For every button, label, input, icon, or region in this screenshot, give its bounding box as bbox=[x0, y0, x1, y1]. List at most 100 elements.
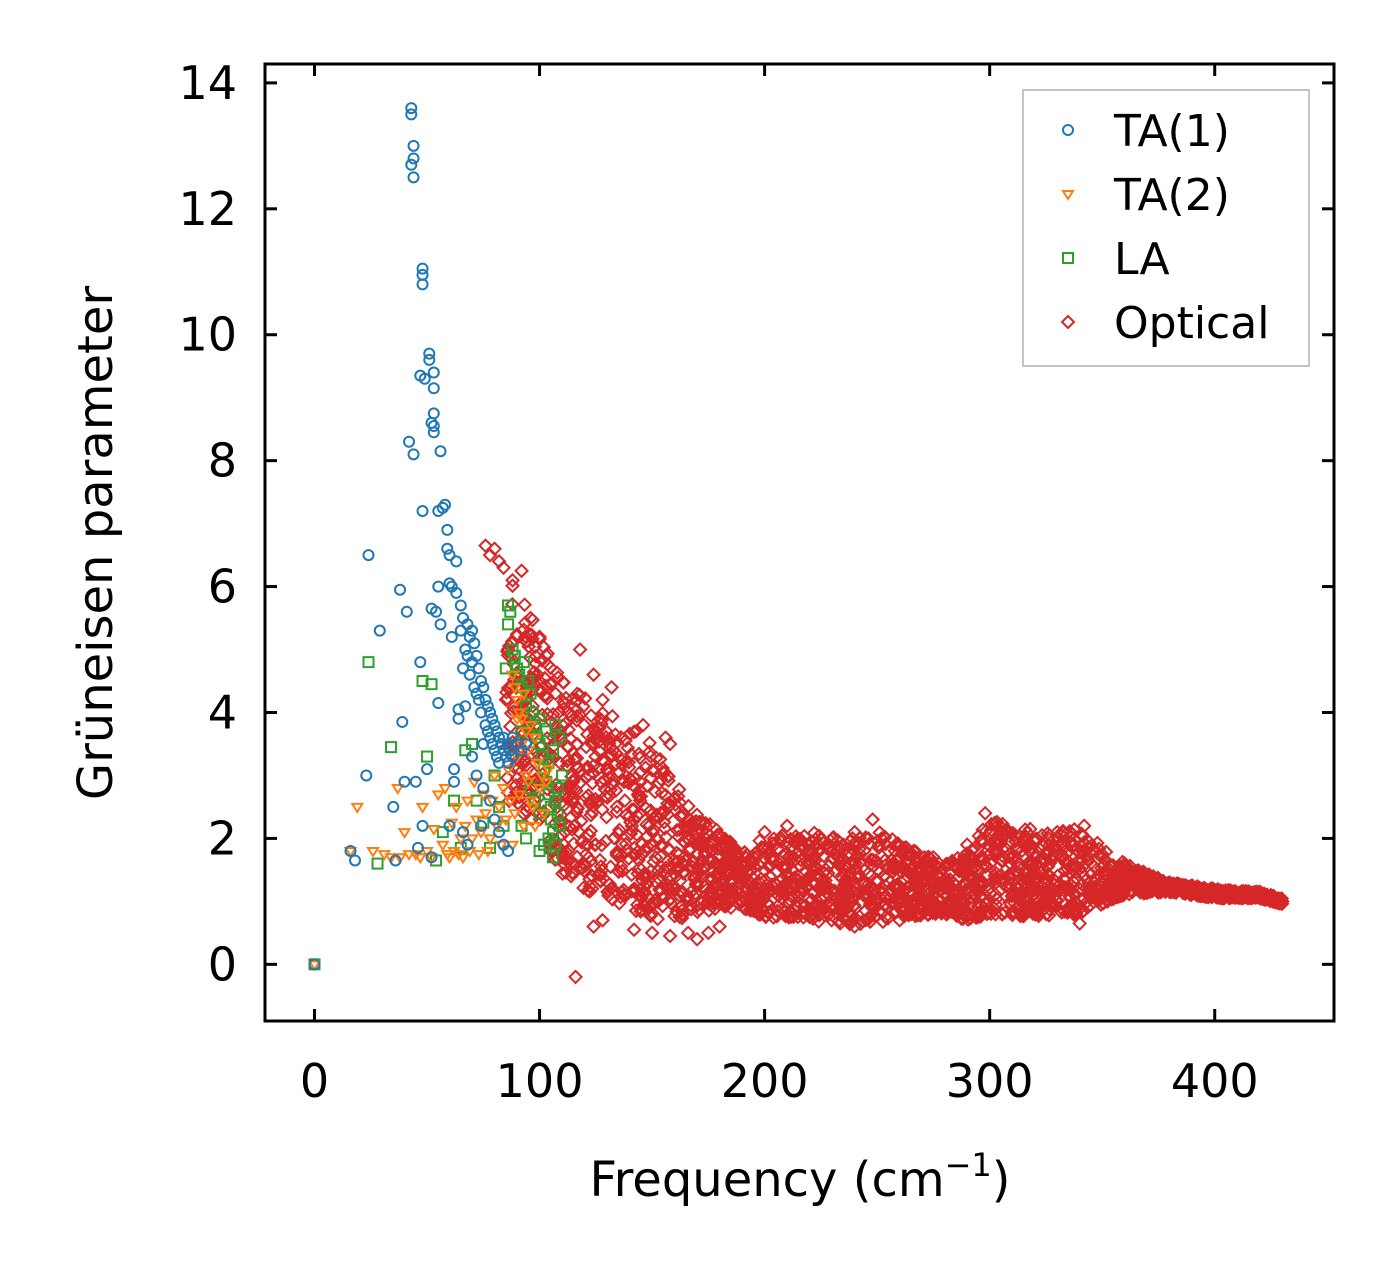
data-point bbox=[530, 758, 545, 770]
optical-point bbox=[826, 846, 842, 862]
legend-label: Optical bbox=[1114, 298, 1269, 349]
data-point bbox=[436, 501, 449, 514]
data-point bbox=[439, 498, 452, 511]
data-point bbox=[362, 656, 375, 669]
optical-point bbox=[626, 884, 642, 900]
optical-point bbox=[569, 686, 585, 702]
data-point bbox=[398, 775, 411, 788]
optical-point bbox=[617, 793, 633, 808]
data-point bbox=[453, 834, 468, 846]
optical-point bbox=[844, 894, 860, 910]
optical-point bbox=[1083, 845, 1099, 861]
optical-point bbox=[1066, 837, 1082, 853]
legend: TA(1) TA(2) LA Optical bbox=[1022, 89, 1310, 367]
optical-point bbox=[845, 882, 861, 898]
optical-point bbox=[487, 541, 502, 557]
optical-point bbox=[1184, 878, 1200, 894]
data-point bbox=[441, 523, 454, 536]
optical-point bbox=[937, 903, 953, 919]
optical-point bbox=[938, 856, 954, 872]
data-point bbox=[528, 821, 542, 833]
data-point bbox=[402, 850, 416, 862]
optical-point bbox=[585, 729, 601, 745]
optical-point bbox=[538, 648, 554, 664]
data-point bbox=[373, 624, 386, 637]
data-point bbox=[432, 580, 445, 593]
optical-point bbox=[723, 900, 739, 916]
optical-point bbox=[824, 831, 840, 846]
optical-point bbox=[847, 919, 863, 934]
optical-point bbox=[646, 854, 662, 870]
optical-point bbox=[754, 839, 769, 855]
optical-point bbox=[730, 866, 746, 882]
optical-point bbox=[672, 822, 688, 837]
optical-point bbox=[848, 880, 864, 896]
optical-point bbox=[739, 857, 754, 873]
optical-point bbox=[1129, 873, 1145, 889]
optical-point bbox=[644, 762, 660, 778]
optical-point bbox=[1266, 890, 1281, 906]
optical-point bbox=[1139, 868, 1155, 884]
optical-point bbox=[606, 830, 622, 846]
optical-point bbox=[740, 872, 756, 888]
optical-point bbox=[527, 639, 543, 655]
optical-point bbox=[1098, 844, 1114, 860]
optical-point bbox=[593, 873, 609, 889]
optical-point bbox=[1019, 877, 1035, 892]
optical-point bbox=[670, 788, 686, 804]
optical-point bbox=[540, 657, 555, 672]
optical-point bbox=[1054, 848, 1070, 864]
optical-point bbox=[510, 760, 526, 776]
x-tick-label: 0 bbox=[300, 1054, 329, 1108]
optical-point bbox=[603, 859, 619, 875]
data-point bbox=[421, 750, 434, 763]
optical-point bbox=[885, 860, 901, 876]
optical-point bbox=[786, 876, 802, 892]
optical-point bbox=[877, 830, 893, 846]
optical-point bbox=[658, 829, 674, 845]
data-point bbox=[403, 435, 416, 448]
optical-point bbox=[569, 702, 585, 718]
optical-point bbox=[734, 893, 750, 909]
data-point bbox=[521, 777, 536, 789]
optical-point bbox=[576, 880, 591, 896]
data-point bbox=[475, 675, 488, 688]
optical-point bbox=[772, 874, 788, 889]
axes bbox=[263, 62, 1336, 1023]
optical-point bbox=[838, 873, 854, 889]
optical-point bbox=[595, 692, 610, 708]
optical-point bbox=[1057, 862, 1073, 878]
optical-point bbox=[536, 688, 552, 704]
optical-point bbox=[829, 885, 844, 901]
data-point bbox=[442, 853, 457, 865]
optical-point bbox=[650, 832, 666, 848]
optical-point bbox=[614, 884, 630, 900]
optical-point bbox=[704, 834, 720, 850]
optical-point bbox=[690, 904, 705, 920]
optical-point bbox=[861, 865, 876, 881]
optical-point bbox=[568, 783, 584, 799]
optical-point bbox=[1111, 868, 1127, 884]
optical-point bbox=[640, 867, 656, 883]
data-point bbox=[472, 662, 485, 675]
data-point bbox=[396, 715, 409, 728]
data-point bbox=[510, 695, 524, 707]
optical-point bbox=[567, 817, 583, 833]
optical-point bbox=[942, 879, 957, 894]
data-point bbox=[501, 765, 515, 777]
optical-point bbox=[757, 840, 772, 856]
optical-point bbox=[506, 759, 522, 775]
optical-point bbox=[701, 903, 717, 918]
optical-point bbox=[1260, 891, 1276, 907]
optical-point bbox=[603, 782, 618, 798]
optical-point bbox=[712, 884, 728, 900]
data-point bbox=[343, 847, 358, 858]
optical-point bbox=[611, 864, 627, 880]
data-point bbox=[523, 721, 538, 732]
optical-point bbox=[583, 708, 599, 724]
optical-point bbox=[1196, 882, 1212, 898]
optical-point bbox=[774, 902, 790, 918]
data-point bbox=[409, 775, 422, 788]
optical-point bbox=[848, 834, 863, 850]
optical-point bbox=[644, 925, 660, 941]
